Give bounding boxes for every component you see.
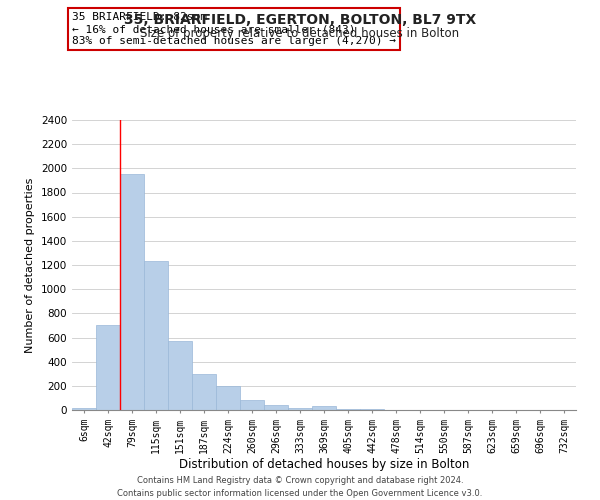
X-axis label: Distribution of detached houses by size in Bolton: Distribution of detached houses by size … <box>179 458 469 471</box>
Text: Size of property relative to detached houses in Bolton: Size of property relative to detached ho… <box>140 28 460 40</box>
Bar <box>312 406 336 410</box>
Bar <box>240 400 264 410</box>
Bar <box>192 374 216 410</box>
Bar <box>288 408 312 410</box>
Bar <box>168 340 192 410</box>
Bar <box>96 326 120 410</box>
Bar <box>72 408 96 410</box>
Text: 35 BRIARFIELD: 82sqm
← 16% of detached houses are smaller (843)
83% of semi-deta: 35 BRIARFIELD: 82sqm ← 16% of detached h… <box>72 12 396 46</box>
Bar <box>216 386 240 410</box>
Bar <box>144 262 168 410</box>
Y-axis label: Number of detached properties: Number of detached properties <box>25 178 35 352</box>
Bar <box>120 174 144 410</box>
Text: 35, BRIARFIELD, EGERTON, BOLTON, BL7 9TX: 35, BRIARFIELD, EGERTON, BOLTON, BL7 9TX <box>124 12 476 26</box>
Text: Contains HM Land Registry data © Crown copyright and database right 2024.
Contai: Contains HM Land Registry data © Crown c… <box>118 476 482 498</box>
Bar <box>264 405 288 410</box>
